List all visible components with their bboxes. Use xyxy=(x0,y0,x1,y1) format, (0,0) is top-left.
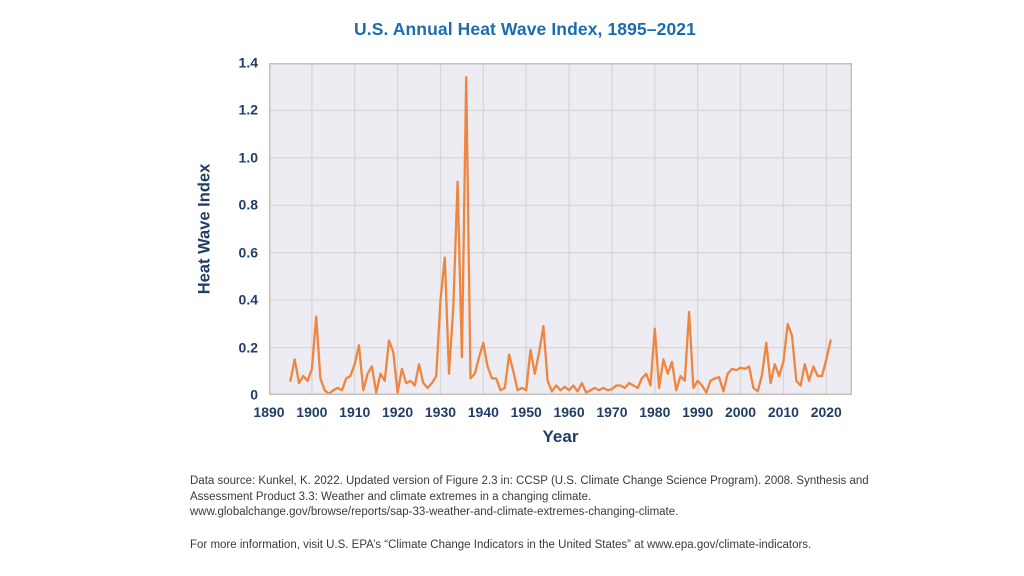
y-tick-label: 0.6 xyxy=(238,244,258,261)
y-tick-label: 0.4 xyxy=(238,291,258,308)
plot-area xyxy=(269,63,852,395)
chart-title: U.S. Annual Heat Wave Index, 1895–2021 xyxy=(354,19,696,39)
x-tick-label: 1910 xyxy=(339,404,371,420)
x-axis-tick-labels: 1890 1900 1910 1920 1930 1940 1950 1960 1970 1980… xyxy=(253,404,852,424)
more-info-note: For more information, visit U.S. EPA’s “… xyxy=(190,539,812,551)
x-tick-label: 1920 xyxy=(382,404,414,420)
source-line-1: Data source: Kunkel, K. 2022. Updated ve… xyxy=(190,475,869,487)
x-tick-label: 1890 xyxy=(253,404,285,420)
y-tick-label: 0.2 xyxy=(238,338,258,355)
data-source-note: Data source: Kunkel, K. 2022. Updated ve… xyxy=(190,474,870,521)
x-tick-label: 2000 xyxy=(724,404,757,420)
x-tick-label: 2010 xyxy=(767,404,799,420)
x-tick-label: 1930 xyxy=(424,404,457,420)
y-axis-tick-labels: 1.4 1.2 1.0 0.8 0.6 0.4 0.2 0 xyxy=(180,54,258,402)
x-tick-label: 1900 xyxy=(296,404,328,420)
heat-wave-line-chart xyxy=(269,63,852,395)
y-tick-label: 0.8 xyxy=(238,196,258,213)
x-tick-label: 1940 xyxy=(467,404,499,420)
y-tick-label: 1.4 xyxy=(238,54,258,71)
y-tick-label: 0 xyxy=(250,386,258,403)
y-tick-label: 1.2 xyxy=(238,101,258,118)
x-tick-label: 2020 xyxy=(810,404,842,420)
x-tick-label: 1980 xyxy=(639,404,671,420)
x-tick-label: 1970 xyxy=(596,404,628,420)
source-line-2: Assessment Product 3.3: Weather and clim… xyxy=(190,490,592,503)
x-tick-label: 1990 xyxy=(682,404,714,420)
x-tick-label: 1960 xyxy=(553,404,585,420)
x-axis-title: Year xyxy=(542,427,579,446)
source-line-3: www.globalchange.gov/browse/reports/sap-… xyxy=(190,506,679,518)
y-tick-label: 1.0 xyxy=(238,149,258,166)
x-tick-label: 1950 xyxy=(510,404,542,420)
